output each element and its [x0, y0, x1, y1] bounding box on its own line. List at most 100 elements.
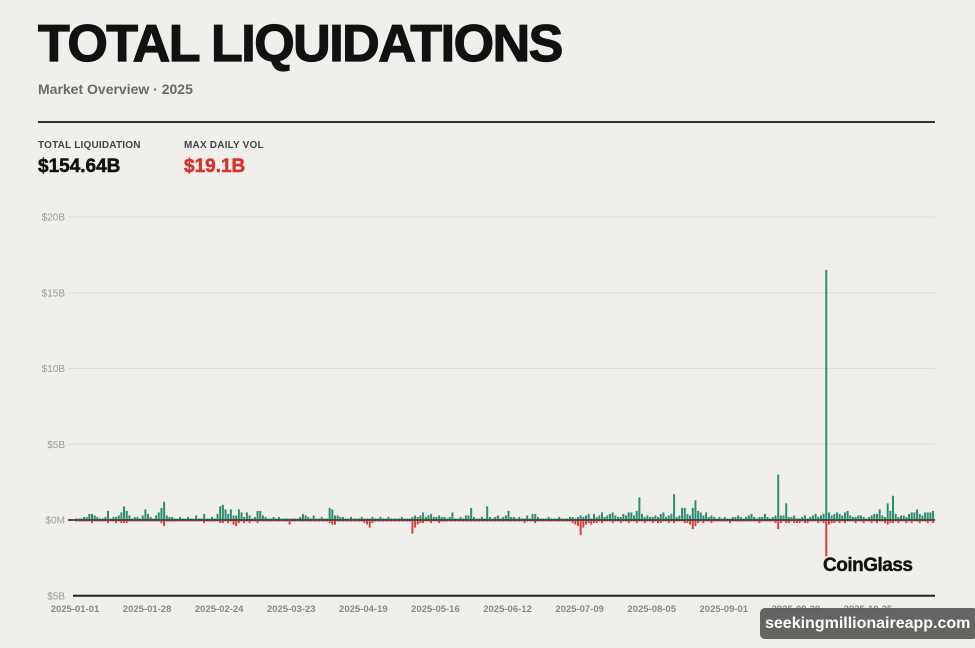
bar-positive: [205, 518, 208, 520]
bar-negative: [830, 520, 833, 524]
bar-positive: [347, 518, 350, 520]
bar-negative: [219, 520, 222, 524]
bar-negative: [323, 520, 326, 522]
bar-negative: [483, 520, 486, 522]
bar-negative: [430, 520, 433, 524]
bar-positive: [579, 515, 582, 520]
bar-positive: [560, 518, 563, 520]
bar-positive: [675, 516, 678, 520]
bar-positive: [670, 513, 673, 520]
bar-negative: [80, 520, 83, 522]
bar-negative: [261, 520, 264, 522]
bar-positive: [539, 518, 542, 520]
bar-positive: [422, 512, 425, 520]
bar-positive: [400, 516, 403, 520]
bar-negative: [617, 520, 620, 522]
bar-negative: [115, 520, 118, 524]
bar-positive: [333, 515, 336, 520]
bar-negative: [678, 520, 681, 522]
bar-negative: [93, 520, 96, 522]
bar-positive: [731, 516, 734, 520]
bar-negative: [339, 520, 342, 522]
bar-positive: [523, 518, 526, 520]
bar-positive: [747, 515, 750, 520]
bar-negative: [96, 520, 99, 522]
bar-negative: [544, 520, 547, 522]
bar-negative: [873, 520, 876, 522]
bar-negative: [894, 520, 897, 522]
bar-positive: [253, 516, 256, 520]
bar-positive: [456, 518, 459, 520]
bar-negative: [440, 520, 443, 522]
bar-negative: [128, 520, 131, 522]
bar-negative: [125, 520, 128, 524]
bar-positive: [149, 516, 152, 520]
bar-positive: [390, 518, 393, 520]
bar-positive: [416, 516, 419, 520]
bar-positive: [859, 515, 862, 520]
bar-positive: [427, 515, 430, 520]
bar-negative: [235, 520, 238, 527]
bar-negative: [846, 520, 849, 522]
bar-negative: [763, 520, 766, 522]
bar-negative: [85, 520, 88, 522]
bar-negative: [256, 520, 259, 524]
bar-positive: [774, 515, 777, 520]
bar-positive: [884, 516, 887, 520]
bar-negative: [566, 520, 569, 522]
bar-positive: [414, 515, 417, 520]
bar-positive: [179, 516, 182, 520]
bar-positive: [115, 516, 118, 520]
bar-negative: [136, 520, 139, 522]
stat-label: TOTAL LIQUIDATION: [38, 140, 141, 151]
bar-positive: [91, 513, 94, 520]
bar-negative: [723, 520, 726, 522]
bar-positive: [766, 516, 769, 520]
bar-negative: [309, 520, 312, 522]
bar-positive: [865, 518, 868, 520]
bar-negative: [619, 520, 622, 524]
bar-positive: [625, 515, 628, 520]
bar-negative: [761, 520, 764, 522]
bar-negative: [200, 520, 203, 522]
bar-negative: [878, 520, 881, 522]
bar-negative: [862, 520, 865, 524]
bar-negative: [576, 520, 579, 527]
x-tick-label: 2025-04-19: [339, 604, 388, 615]
bar-negative: [299, 520, 302, 522]
x-tick-label: 2025-06-12: [483, 604, 532, 615]
bar-negative: [467, 520, 470, 522]
bar-positive: [291, 518, 294, 520]
bar-positive: [440, 516, 443, 520]
bar-negative: [670, 520, 673, 522]
bar-negative: [665, 520, 668, 522]
bar-negative: [870, 520, 873, 524]
y-tick-label: $15B: [42, 288, 66, 299]
bar-negative: [189, 520, 192, 522]
bar-positive: [611, 512, 614, 520]
stat-label: MAX DAILY VOL: [184, 140, 264, 151]
bar-negative: [491, 520, 494, 522]
bar-negative: [910, 520, 913, 524]
bar-positive: [905, 516, 908, 520]
bar-positive: [921, 515, 924, 520]
stat-value: $19.1B: [184, 156, 246, 178]
bar-negative: [827, 520, 830, 525]
bar-negative: [851, 520, 854, 522]
bar-positive: [430, 513, 433, 520]
bar-negative: [574, 520, 577, 525]
bar-positive: [771, 516, 774, 520]
bar-positive: [459, 516, 462, 520]
bar-negative: [120, 520, 123, 524]
bar-negative: [237, 520, 240, 524]
bar-negative: [88, 520, 91, 522]
bar-negative: [806, 520, 809, 524]
x-tick-label: 2025-01-01: [51, 604, 100, 615]
bar-positive: [320, 516, 323, 520]
bar-negative: [811, 520, 814, 522]
bar-positive: [336, 515, 339, 520]
bar-negative: [595, 520, 598, 524]
bar-positive: [438, 515, 441, 520]
bar-negative: [352, 520, 355, 522]
